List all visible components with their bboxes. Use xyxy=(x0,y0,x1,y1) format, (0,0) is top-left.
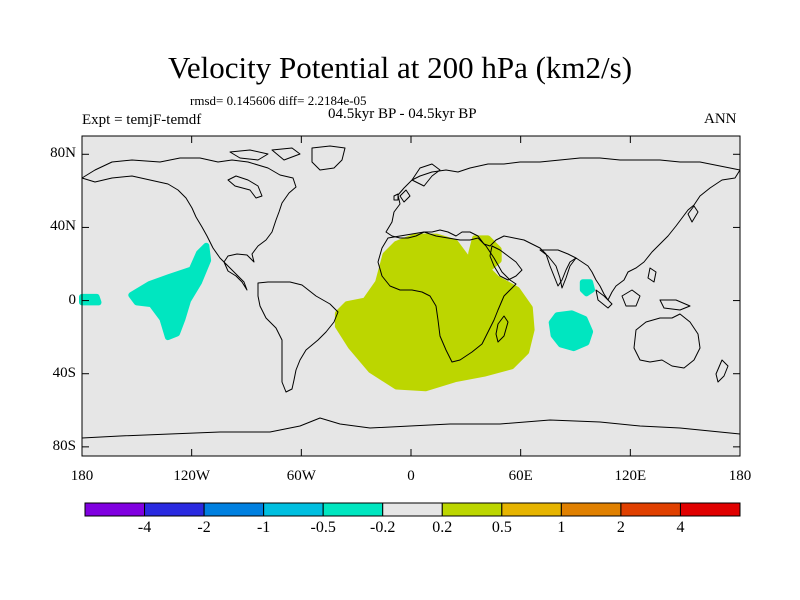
lat-tick-label: 40N xyxy=(50,218,76,235)
plot-title: Velocity Potential at 200 hPa (km2/s) xyxy=(167,50,633,85)
east-pacific-negative-anomaly xyxy=(128,242,212,341)
coast-scandinavia xyxy=(411,163,441,187)
colorbar-swatch xyxy=(144,502,205,517)
colorbar-swatch xyxy=(679,502,741,517)
andaman-sea-negative-anomaly xyxy=(579,279,595,297)
experiment-label: Expt = temjF-temdf xyxy=(82,112,202,128)
colorbar-label: 0.5 xyxy=(491,519,512,536)
lon-tick-label: 180 xyxy=(728,468,752,484)
coast-antarctica xyxy=(81,417,741,439)
colorbar-label: 0.2 xyxy=(432,519,453,536)
coastlines xyxy=(81,145,741,439)
colorbar-label: -0.5 xyxy=(310,519,336,536)
lon-tick-label: 180 xyxy=(70,468,94,484)
axis-ticks xyxy=(81,136,741,456)
colorbar-swatch xyxy=(441,502,503,517)
lat-tick-label: 0 xyxy=(68,291,77,308)
lat-tick-label: 80N xyxy=(50,145,76,162)
stats-label: rmsd= 0.145606 diff= 2.2184e-05 xyxy=(190,93,367,108)
coast-greenland xyxy=(311,145,346,171)
coast-madagascar xyxy=(495,315,509,343)
coast-sumatra xyxy=(595,289,613,309)
lat-tick-label: 80S xyxy=(52,437,76,454)
coast-africa xyxy=(377,231,517,363)
colorbar-label: 1 xyxy=(557,519,566,536)
season-label: ANN xyxy=(704,111,737,127)
colorbar-swatch xyxy=(560,502,622,517)
colorbar-swatch xyxy=(501,502,562,517)
coast-hudson-bay xyxy=(227,175,263,199)
lon-tick-label: 0 xyxy=(407,468,415,484)
central-indian-ocean-negative-anomaly xyxy=(548,310,594,352)
coast-australia xyxy=(633,313,701,369)
anomaly-regions xyxy=(79,233,595,392)
colorbar-label: 4 xyxy=(676,519,685,536)
africa-indian-positive-anomaly xyxy=(334,233,535,392)
coast-north-america xyxy=(81,157,297,291)
coast-japan xyxy=(687,205,699,223)
colorbar-label: -1 xyxy=(256,519,271,536)
colorbar xyxy=(84,502,741,517)
colorbar-label: 2 xyxy=(616,519,625,536)
colorbar-swatch xyxy=(322,502,384,517)
colorbar-label: -4 xyxy=(137,519,152,536)
coast-arctic-islands xyxy=(229,147,301,161)
colorbar-swatch xyxy=(203,502,265,517)
coast-philippines xyxy=(647,267,657,283)
far-east-pacific-negative-anomaly xyxy=(79,293,102,306)
lon-tick-label: 60W xyxy=(286,468,316,484)
lon-tick-label: 120W xyxy=(173,468,210,484)
colorbar-swatch xyxy=(84,502,146,517)
coast-arabia xyxy=(489,245,523,281)
coast-new-guinea xyxy=(659,299,691,311)
colorbar-swatch xyxy=(263,502,324,517)
lon-tick-label: 120E xyxy=(614,468,647,484)
colorbar-swatch xyxy=(620,502,681,517)
colorbar-swatch xyxy=(382,502,443,517)
lat-tick-label: 40S xyxy=(52,364,76,381)
colorbar-label: -2 xyxy=(197,519,211,536)
coast-british-isles xyxy=(393,189,411,203)
coast-borneo xyxy=(621,289,641,307)
coast-new-zealand xyxy=(715,359,729,383)
lon-tick-label: 60E xyxy=(508,468,533,484)
colorbar-label: -0.2 xyxy=(370,519,396,536)
period-label: 04.5kyr BP - 04.5kyr BP xyxy=(328,106,477,122)
coast-india xyxy=(539,249,577,289)
coast-south-america xyxy=(257,281,339,393)
